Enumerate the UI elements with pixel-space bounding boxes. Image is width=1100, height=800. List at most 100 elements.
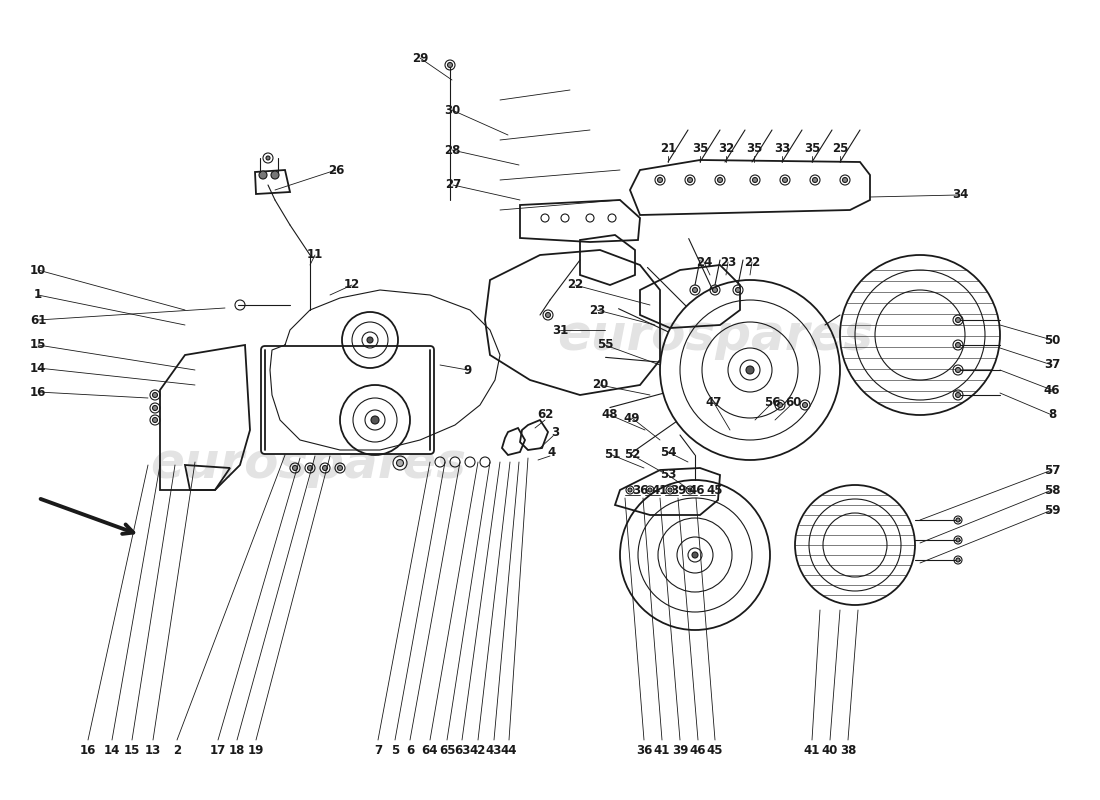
Circle shape <box>658 178 662 182</box>
Text: 60: 60 <box>784 397 801 410</box>
Text: 63: 63 <box>454 743 470 757</box>
Text: 22: 22 <box>744 255 760 269</box>
Text: 8: 8 <box>1048 409 1056 422</box>
Text: 65: 65 <box>439 743 455 757</box>
Text: 7: 7 <box>374 743 382 757</box>
Circle shape <box>668 488 672 492</box>
Text: 13: 13 <box>145 743 161 757</box>
Circle shape <box>956 342 960 347</box>
Text: 61: 61 <box>30 314 46 326</box>
Text: 59: 59 <box>1044 503 1060 517</box>
Text: 56: 56 <box>763 397 780 410</box>
Text: 18: 18 <box>229 743 245 757</box>
Circle shape <box>956 367 960 373</box>
Text: 24: 24 <box>696 255 712 269</box>
Text: 27: 27 <box>444 178 461 191</box>
Circle shape <box>153 418 157 422</box>
Circle shape <box>448 62 452 67</box>
Text: 22: 22 <box>566 278 583 291</box>
Text: 36: 36 <box>631 483 648 497</box>
Text: 46: 46 <box>689 483 705 497</box>
Text: 35: 35 <box>692 142 708 154</box>
Text: 12: 12 <box>344 278 360 291</box>
Text: 40: 40 <box>822 743 838 757</box>
Text: 50: 50 <box>1044 334 1060 346</box>
Text: 57: 57 <box>1044 463 1060 477</box>
Text: 16: 16 <box>80 743 96 757</box>
Text: 23: 23 <box>719 255 736 269</box>
Text: 44: 44 <box>500 743 517 757</box>
Text: 62: 62 <box>537 409 553 422</box>
Circle shape <box>713 287 717 293</box>
Circle shape <box>308 466 312 470</box>
Text: 6: 6 <box>406 743 414 757</box>
Circle shape <box>688 178 693 182</box>
Text: 46: 46 <box>690 743 706 757</box>
Circle shape <box>367 337 373 343</box>
Text: 2: 2 <box>173 743 182 757</box>
Text: 32: 32 <box>718 142 734 154</box>
Text: 39: 39 <box>670 483 686 497</box>
Text: 28: 28 <box>443 143 460 157</box>
Text: 17: 17 <box>210 743 227 757</box>
Circle shape <box>782 178 788 182</box>
Text: 41: 41 <box>653 743 670 757</box>
Circle shape <box>956 538 960 542</box>
Circle shape <box>258 171 267 179</box>
Text: 21: 21 <box>660 142 676 154</box>
Circle shape <box>266 156 270 160</box>
Circle shape <box>843 178 847 182</box>
Text: 14: 14 <box>30 362 46 374</box>
Text: 64: 64 <box>421 743 438 757</box>
Text: 9: 9 <box>464 363 472 377</box>
Circle shape <box>396 459 404 466</box>
Circle shape <box>717 178 723 182</box>
Text: 41: 41 <box>804 743 821 757</box>
Text: 54: 54 <box>660 446 676 458</box>
Circle shape <box>692 552 698 558</box>
Circle shape <box>956 393 960 398</box>
Text: 20: 20 <box>592 378 608 391</box>
Text: 35: 35 <box>804 142 821 154</box>
Text: 36: 36 <box>636 743 652 757</box>
Text: 1: 1 <box>34 289 42 302</box>
Text: 49: 49 <box>624 411 640 425</box>
Circle shape <box>153 393 157 398</box>
Circle shape <box>648 488 652 492</box>
Text: 4: 4 <box>548 446 557 458</box>
Text: 43: 43 <box>486 743 503 757</box>
Text: 42: 42 <box>470 743 486 757</box>
Text: 5: 5 <box>390 743 399 757</box>
Text: 19: 19 <box>248 743 264 757</box>
Text: 15: 15 <box>30 338 46 351</box>
Circle shape <box>293 466 297 470</box>
Text: 14: 14 <box>103 743 120 757</box>
Circle shape <box>778 402 782 407</box>
Circle shape <box>956 318 960 322</box>
Text: eurospares: eurospares <box>150 440 466 488</box>
Circle shape <box>338 466 342 470</box>
Circle shape <box>956 558 960 562</box>
Circle shape <box>271 171 279 179</box>
Text: 45: 45 <box>706 483 724 497</box>
Text: 16: 16 <box>30 386 46 398</box>
Circle shape <box>736 287 740 293</box>
Text: 55: 55 <box>596 338 614 351</box>
Circle shape <box>371 416 380 424</box>
Text: 25: 25 <box>832 142 848 154</box>
Text: 3: 3 <box>551 426 559 438</box>
Text: 41: 41 <box>652 483 668 497</box>
Text: 33: 33 <box>774 142 790 154</box>
Circle shape <box>693 287 697 293</box>
FancyBboxPatch shape <box>261 346 434 454</box>
Text: 58: 58 <box>1044 483 1060 497</box>
Circle shape <box>628 488 632 492</box>
Text: 34: 34 <box>952 189 968 202</box>
Circle shape <box>153 406 157 410</box>
Text: 31: 31 <box>552 323 568 337</box>
Circle shape <box>688 488 692 492</box>
Circle shape <box>546 313 550 318</box>
Text: 46: 46 <box>1044 383 1060 397</box>
Text: 48: 48 <box>602 409 618 422</box>
Text: 23: 23 <box>588 303 605 317</box>
